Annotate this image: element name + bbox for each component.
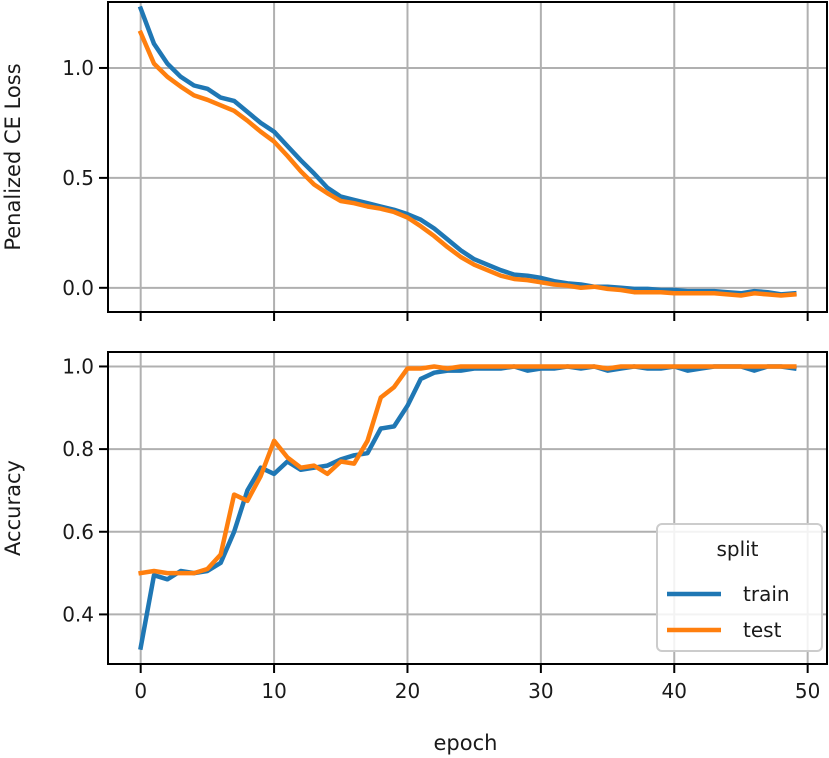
y-axis-label: Penalized CE Loss: [1, 63, 25, 250]
y-tick-label: 0.0: [62, 276, 94, 300]
y-tick-label: 1.0: [62, 56, 94, 80]
series-line-train: [137, 5, 797, 297]
y-tick-label: 0.6: [62, 520, 94, 544]
legend-label-train: train: [743, 582, 790, 606]
x-tick-label: 20: [395, 679, 420, 703]
y-tick-label: 1.0: [62, 354, 94, 378]
y-tick-label: 0.8: [62, 437, 94, 461]
legend-title: split: [716, 537, 758, 561]
x-axis-label: epoch: [434, 731, 498, 755]
y-tick-label: 0.4: [62, 602, 94, 626]
series-line-train: [138, 364, 797, 651]
x-tick-label: 40: [662, 679, 687, 703]
series-line-test: [138, 364, 797, 576]
loss-panel: 0.0 0.5 1.0 Penalized CE Loss: [1, 1, 828, 321]
x-tick-label: 30: [528, 679, 553, 703]
x-tick-label: 10: [261, 679, 286, 703]
legend-label-test: test: [743, 618, 782, 642]
axes-frame: [107, 1, 828, 313]
y-tick-label: 0.5: [62, 166, 94, 190]
x-tick-label: 50: [795, 679, 820, 703]
y-axis-label: Accuracy: [1, 460, 25, 556]
legend-box: [656, 523, 823, 652]
axes-frame: [107, 351, 828, 665]
accuracy-panel: 0.4 0.6 0.8 1.0 0 10 20 30 40 50 Accuracy split trai…: [1, 351, 828, 703]
series-line-test: [137, 29, 797, 298]
x-tick-label: 0: [134, 679, 147, 703]
